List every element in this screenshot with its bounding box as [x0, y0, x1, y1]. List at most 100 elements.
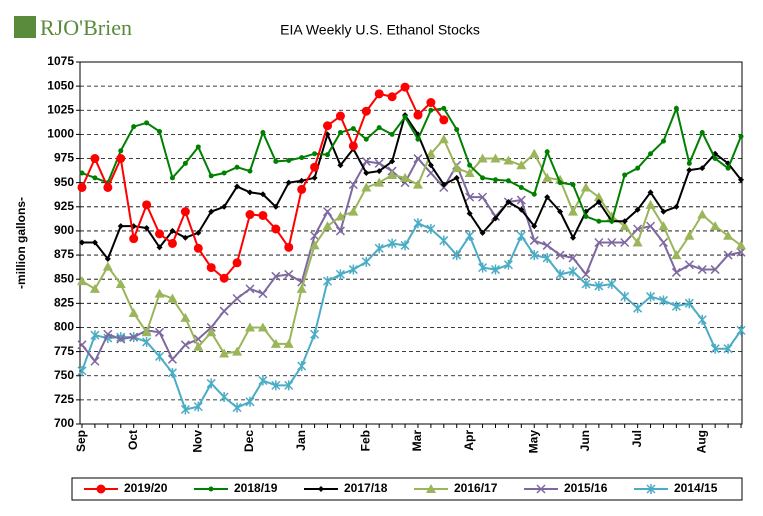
point: [736, 247, 746, 257]
point: [555, 174, 566, 184]
legend-label: 2014/15: [674, 481, 718, 495]
point: [180, 207, 190, 217]
point: [283, 338, 294, 348]
point: [542, 252, 552, 263]
point: [413, 154, 423, 164]
point: [428, 107, 434, 113]
point: [557, 208, 564, 215]
point: [322, 207, 333, 217]
point: [634, 206, 641, 213]
point: [660, 208, 667, 215]
point: [621, 218, 628, 225]
legend-label: 2017/18: [344, 481, 388, 495]
point: [542, 172, 553, 182]
point: [529, 236, 539, 246]
point: [439, 115, 449, 125]
y-tick-label: 825: [54, 296, 74, 310]
point: [221, 203, 228, 210]
legend-marker: [318, 486, 324, 492]
point: [736, 325, 746, 336]
point: [90, 154, 100, 164]
point: [337, 129, 343, 135]
point: [478, 262, 488, 273]
point: [454, 127, 460, 133]
point: [596, 218, 602, 224]
point: [402, 114, 408, 120]
series-line: [82, 112, 742, 261]
point: [723, 343, 733, 354]
point: [712, 156, 718, 162]
point: [169, 227, 176, 234]
x-tick-label: Jan: [294, 430, 308, 451]
point: [400, 82, 410, 92]
point: [607, 279, 617, 290]
point: [671, 301, 681, 312]
point: [348, 206, 359, 216]
point: [167, 293, 178, 303]
point: [116, 334, 126, 344]
point: [284, 269, 294, 279]
point: [568, 206, 579, 216]
point: [116, 332, 126, 343]
point: [234, 164, 240, 170]
point: [219, 348, 230, 358]
point: [595, 198, 602, 205]
point: [426, 224, 436, 235]
point: [516, 195, 526, 205]
point: [285, 179, 292, 186]
point: [581, 279, 591, 290]
point: [544, 149, 550, 155]
point: [620, 291, 630, 302]
x-tick-label: Sep: [74, 430, 88, 452]
x-tick-label: Jul: [630, 430, 644, 447]
point: [633, 303, 643, 314]
y-tick-label: 1075: [47, 54, 74, 68]
point: [555, 269, 565, 280]
legend-marker: [536, 484, 546, 494]
point: [723, 230, 734, 240]
point: [635, 165, 641, 171]
point: [298, 177, 305, 184]
point: [167, 367, 177, 378]
point: [258, 289, 268, 299]
point: [387, 92, 397, 102]
point: [426, 98, 436, 108]
point: [376, 168, 383, 175]
point: [245, 284, 255, 294]
point: [477, 153, 488, 163]
point: [699, 129, 705, 135]
y-tick-label: 950: [54, 175, 74, 189]
point: [478, 192, 488, 202]
point: [258, 210, 268, 220]
point: [425, 148, 436, 158]
point: [479, 229, 486, 236]
point: [154, 351, 165, 362]
point: [710, 343, 720, 354]
point: [684, 298, 694, 309]
point: [531, 223, 538, 230]
point: [415, 136, 421, 142]
point: [271, 380, 281, 391]
point: [193, 243, 203, 253]
point: [440, 181, 447, 188]
point: [516, 160, 527, 170]
point: [632, 237, 643, 247]
y-tick-label: 850: [54, 271, 74, 285]
y-axis-label: -million gallons-: [14, 197, 28, 289]
point: [389, 158, 396, 165]
point: [260, 129, 266, 135]
point: [322, 276, 333, 287]
point: [412, 179, 423, 189]
point: [79, 239, 85, 246]
point: [361, 106, 371, 116]
point: [116, 154, 126, 164]
point: [219, 273, 229, 283]
x-tick-label: Nov: [190, 430, 204, 453]
point: [117, 223, 124, 230]
series-line: [81, 137, 742, 355]
point: [180, 340, 190, 350]
x-tick-label: Oct: [126, 430, 140, 450]
point: [310, 329, 320, 340]
point: [244, 322, 255, 332]
point: [593, 192, 604, 202]
